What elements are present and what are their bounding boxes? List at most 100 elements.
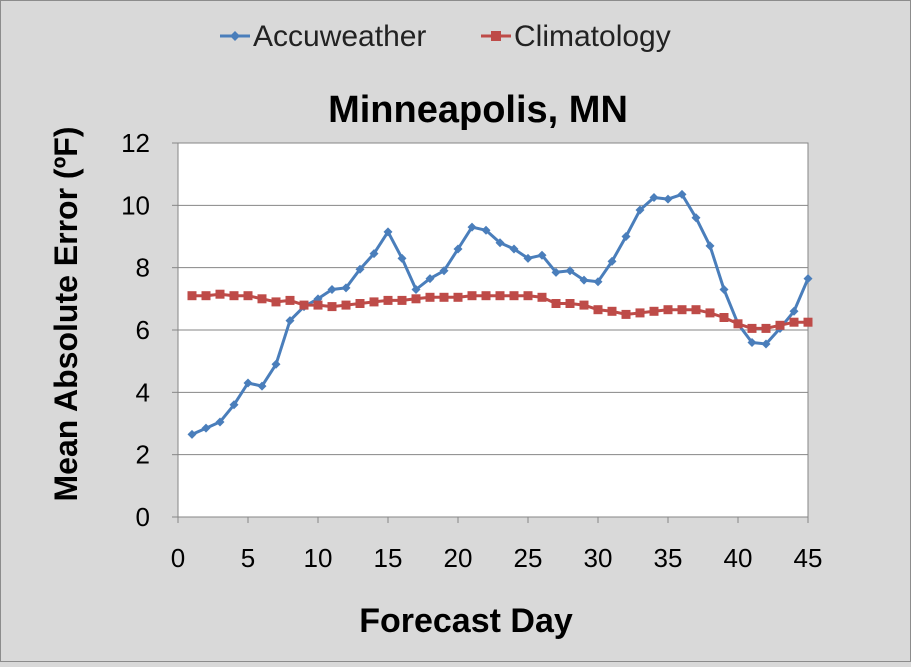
point-accuweather-44 — [789, 306, 799, 316]
point-climatology-31 — [607, 306, 617, 316]
point-climatology-16 — [397, 295, 407, 305]
point-accuweather-13 — [355, 264, 365, 274]
point-accuweather-41 — [747, 337, 757, 347]
point-climatology-44 — [789, 317, 799, 327]
point-accuweather-39 — [719, 284, 729, 294]
point-accuweather-12 — [341, 283, 351, 293]
point-climatology-39 — [719, 313, 729, 322]
point-climatology-22 — [481, 291, 491, 301]
x-tick-label-35: 35 — [654, 543, 683, 573]
point-climatology-11 — [327, 302, 337, 312]
point-climatology-6 — [257, 294, 267, 304]
point-accuweather-36 — [677, 189, 687, 199]
y-tick-label-8: 8 — [136, 253, 150, 283]
point-accuweather-8 — [285, 316, 295, 326]
x-tick-label-40: 40 — [724, 543, 753, 573]
point-climatology-7 — [271, 297, 281, 307]
point-accuweather-18 — [425, 274, 435, 284]
point-accuweather-3 — [215, 417, 225, 427]
point-climatology-8 — [285, 295, 295, 305]
point-climatology-4 — [229, 291, 239, 301]
point-climatology-1 — [187, 291, 197, 301]
point-accuweather-7 — [271, 359, 281, 369]
x-tick-label-5: 5 — [241, 543, 255, 573]
point-accuweather-29 — [579, 275, 589, 285]
legend-label-climatology: Climatology — [514, 20, 671, 53]
legend-label-accuweather: Accuweather — [253, 20, 426, 53]
legend-item-climatology: Climatology — [481, 20, 671, 53]
series-climatology — [187, 289, 813, 333]
x-axis: 0 5 10 15 20 25 30 35 40 45 — [171, 517, 823, 573]
point-accuweather-38 — [705, 241, 715, 251]
point-accuweather-25 — [523, 253, 533, 263]
y-tick-label-2: 2 — [136, 440, 150, 470]
legend-swatch-marker-climatology — [491, 31, 501, 41]
gridlines — [178, 204, 808, 456]
point-accuweather-42 — [761, 339, 771, 349]
point-accuweather-21 — [467, 222, 477, 232]
point-climatology-5 — [243, 291, 253, 301]
legend: Accuweather Climatology — [220, 20, 671, 53]
point-climatology-21 — [467, 291, 477, 301]
point-climatology-42 — [761, 323, 771, 333]
point-climatology-37 — [691, 305, 701, 315]
point-accuweather-22 — [481, 225, 491, 235]
point-accuweather-17 — [411, 284, 421, 294]
x-tick-label-45: 45 — [794, 543, 823, 573]
point-climatology-25 — [523, 291, 533, 301]
point-climatology-23 — [495, 291, 505, 301]
point-climatology-14 — [369, 297, 379, 307]
point-climatology-17 — [411, 294, 421, 304]
point-accuweather-6 — [257, 381, 267, 391]
point-accuweather-31 — [607, 256, 617, 266]
point-climatology-29 — [579, 300, 589, 310]
point-climatology-10 — [313, 300, 323, 310]
point-accuweather-26 — [537, 250, 547, 260]
point-climatology-24 — [509, 291, 519, 301]
point-accuweather-45 — [803, 274, 813, 284]
point-accuweather-11 — [327, 284, 337, 294]
point-accuweather-33 — [635, 205, 645, 215]
point-climatology-12 — [341, 300, 351, 310]
point-accuweather-14 — [369, 249, 379, 259]
point-climatology-32 — [621, 309, 631, 319]
point-climatology-27 — [551, 299, 561, 308]
point-accuweather-37 — [691, 213, 701, 223]
point-climatology-34 — [649, 306, 659, 316]
point-accuweather-23 — [495, 238, 505, 248]
point-climatology-18 — [425, 292, 435, 302]
x-axis-label: Forecast Day — [359, 602, 573, 640]
point-climatology-45 — [803, 317, 813, 327]
point-accuweather-5 — [243, 378, 253, 388]
point-accuweather-35 — [663, 194, 673, 204]
x-tick-label-15: 15 — [374, 543, 403, 573]
point-climatology-26 — [537, 292, 547, 302]
x-tick-label-25: 25 — [514, 543, 543, 573]
point-accuweather-4 — [229, 400, 239, 410]
point-climatology-3 — [215, 289, 225, 299]
point-accuweather-28 — [565, 266, 575, 276]
point-climatology-35 — [663, 305, 673, 315]
y-tick-label-12: 12 — [121, 128, 150, 158]
y-axis-label: Mean Absolute Error (ºF) — [48, 127, 84, 502]
x-tick-label-20: 20 — [444, 543, 473, 573]
point-climatology-36 — [677, 305, 687, 315]
point-accuweather-16 — [397, 253, 407, 263]
point-accuweather-30 — [593, 277, 603, 287]
point-accuweather-32 — [621, 232, 631, 241]
point-accuweather-19 — [439, 266, 449, 276]
point-climatology-33 — [635, 308, 645, 318]
legend-swatch-marker-accuweather — [230, 31, 240, 41]
point-climatology-9 — [299, 300, 309, 310]
point-climatology-20 — [453, 292, 463, 302]
point-accuweather-1 — [187, 429, 197, 439]
point-accuweather-34 — [649, 193, 659, 203]
x-tick-label-0: 0 — [171, 543, 185, 573]
chart-title: Minneapolis, MN — [328, 89, 628, 131]
point-accuweather-15 — [383, 227, 393, 237]
x-tick-label-30: 30 — [584, 543, 613, 573]
y-tick-label-0: 0 — [136, 502, 150, 532]
point-accuweather-2 — [201, 423, 211, 433]
point-climatology-15 — [383, 295, 393, 305]
